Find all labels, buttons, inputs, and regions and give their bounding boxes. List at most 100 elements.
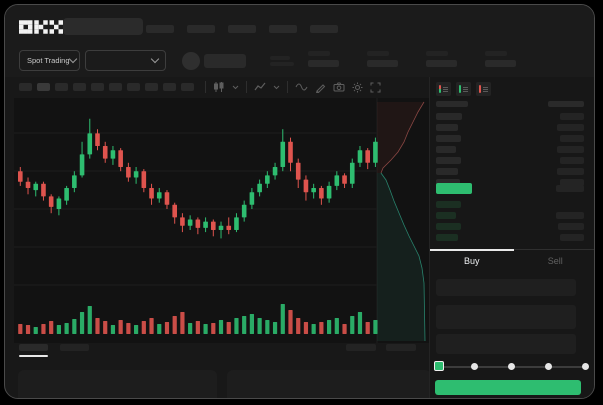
bid-price-placeholder — [436, 201, 461, 208]
wave-tool-icon[interactable] — [295, 82, 308, 92]
price-field[interactable] — [436, 279, 576, 296]
stat-label-placeholder — [485, 51, 507, 56]
slider-stop[interactable] — [471, 363, 478, 370]
bid-row[interactable] — [436, 234, 584, 241]
indicator-icon[interactable] — [254, 81, 266, 93]
timeframe-button[interactable] — [127, 83, 140, 91]
ask-price-placeholder — [436, 135, 461, 142]
slider-stop[interactable] — [582, 363, 589, 370]
amount-column-header — [548, 101, 584, 107]
ticker-stat — [485, 51, 516, 67]
candlestick-style-icon[interactable] — [213, 81, 225, 93]
bid-row[interactable] — [436, 223, 584, 230]
bids-view-icon[interactable] — [456, 82, 471, 96]
ask-amount-placeholder — [557, 168, 584, 175]
ask-row[interactable] — [436, 113, 584, 120]
bottom-tab[interactable] — [60, 344, 89, 351]
stat-value-placeholder — [426, 60, 457, 67]
nav-item-placeholder[interactable] — [228, 25, 256, 33]
bid-row[interactable] — [436, 212, 584, 219]
last-price-row[interactable] — [436, 183, 584, 194]
ask-amount-placeholder — [560, 113, 584, 120]
tab-buy[interactable]: Buy — [430, 249, 514, 272]
ask-row[interactable] — [436, 124, 584, 131]
ticker-stat — [426, 51, 457, 67]
ask-row[interactable] — [436, 168, 584, 175]
trade-side-tabs: Buy Sell — [430, 249, 594, 272]
ask-amount-placeholder — [557, 146, 584, 153]
stat-label-placeholder — [308, 51, 330, 56]
chart-tools — [205, 79, 381, 95]
timeframe-button[interactable] — [37, 83, 50, 91]
total-field[interactable] — [436, 334, 576, 354]
price-sub-placeholder — [270, 56, 290, 60]
candlestick-chart[interactable] — [14, 98, 431, 343]
amount-placeholder — [556, 185, 584, 192]
bottom-right-buttons — [346, 344, 416, 351]
history-panel-placeholder — [227, 370, 431, 398]
buy-submit-button[interactable] — [435, 380, 581, 395]
toggle-color-bar — [459, 85, 461, 93]
asks-view-icon[interactable] — [476, 82, 491, 96]
amount-percent-slider[interactable] — [434, 361, 589, 372]
ask-row[interactable] — [436, 179, 584, 186]
nav-item-placeholder[interactable] — [269, 25, 297, 33]
bid-price-placeholder — [436, 212, 456, 219]
asks-list — [436, 113, 584, 186]
okx-logo — [19, 20, 63, 34]
stat-label-placeholder — [367, 51, 389, 56]
timeframe-button[interactable] — [109, 83, 122, 91]
nav-item-placeholder[interactable] — [187, 25, 215, 33]
toggle-lines — [443, 86, 448, 92]
gear-icon[interactable] — [352, 82, 363, 93]
market-type-dropdown[interactable]: Spot Trading — [19, 50, 80, 71]
price-column-header — [436, 101, 468, 107]
camera-icon[interactable] — [333, 82, 345, 92]
ticker-stat — [308, 51, 339, 67]
ask-row[interactable] — [436, 146, 584, 153]
divider — [246, 81, 247, 93]
timeframe-button[interactable] — [181, 83, 194, 91]
stat-label-placeholder — [426, 51, 448, 56]
amount-field[interactable] — [436, 305, 576, 329]
ask-row[interactable] — [436, 157, 584, 164]
slider-stop[interactable] — [545, 363, 552, 370]
timeframe-button[interactable] — [145, 83, 158, 91]
bottom-tab[interactable] — [19, 344, 48, 357]
ask-price-placeholder — [436, 168, 458, 175]
pencil-icon[interactable] — [315, 82, 326, 93]
ask-amount-placeholder — [560, 179, 584, 186]
chart-footer-button[interactable] — [346, 344, 376, 351]
chevron-down-icon[interactable] — [232, 85, 239, 90]
timeframe-button[interactable] — [19, 83, 32, 91]
ask-price-placeholder — [436, 146, 456, 153]
main-nav — [146, 25, 338, 33]
chart-footer-button[interactable] — [386, 344, 416, 351]
combined-view-icon[interactable] — [436, 82, 451, 96]
slider-handle[interactable] — [434, 361, 444, 371]
price-sub-placeholder — [270, 62, 294, 66]
bid-row[interactable] — [436, 201, 584, 208]
okx-trading-window: Spot Trading — [4, 4, 595, 399]
chevron-down-icon[interactable] — [273, 85, 280, 90]
tab-sell[interactable]: Sell — [547, 256, 563, 266]
pair-selector-dropdown[interactable] — [85, 50, 166, 71]
orderbook-header — [436, 101, 584, 107]
timeframe-button[interactable] — [91, 83, 104, 91]
toggle-lines — [463, 86, 468, 92]
search-input[interactable] — [63, 18, 143, 35]
stat-value-placeholder — [485, 60, 516, 67]
ask-half — [439, 85, 441, 89]
ask-price-placeholder — [436, 157, 461, 164]
expand-icon[interactable] — [370, 82, 381, 93]
timeframe-button[interactable] — [163, 83, 176, 91]
ask-price-placeholder — [436, 113, 462, 120]
nav-item-placeholder[interactable] — [310, 25, 338, 33]
ask-row[interactable] — [436, 135, 584, 142]
timeframe-button[interactable] — [73, 83, 86, 91]
slider-stop[interactable] — [508, 363, 515, 370]
divider — [287, 81, 288, 93]
nav-item-placeholder[interactable] — [146, 25, 174, 33]
ticker-stat — [367, 51, 398, 67]
timeframe-button[interactable] — [55, 83, 68, 91]
